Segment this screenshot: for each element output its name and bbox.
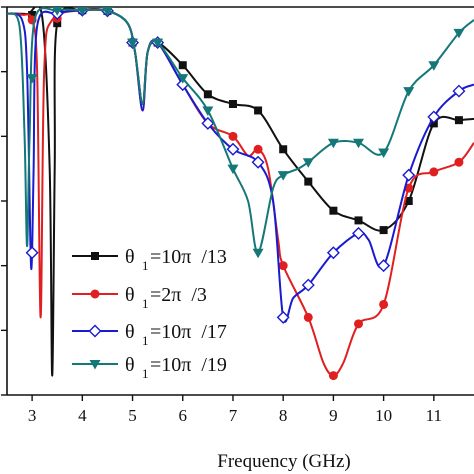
series-marker: [428, 61, 440, 71]
series-marker: [354, 216, 363, 225]
series-marker: [52, 7, 63, 16]
y-axis-ticks: [1, 6, 7, 396]
series-marker: [251, 155, 265, 169]
series-line: [7, 8, 474, 323]
legend-subscript: 1: [142, 333, 149, 348]
x-tick-label: 8: [279, 406, 288, 425]
series-marker: [276, 310, 290, 324]
legend-subscript: 1: [142, 366, 149, 381]
legend-label: =10π /19: [150, 354, 227, 376]
legend-symbol: θ: [125, 321, 135, 343]
x-tick-label: 10: [375, 406, 392, 425]
series-marker: [454, 157, 464, 167]
series-marker: [278, 261, 288, 271]
x-axis-title: Frequency (GHz): [217, 451, 350, 472]
series-marker: [304, 177, 313, 186]
x-tick-label: 7: [229, 406, 238, 425]
series-marker: [177, 74, 189, 84]
legend-symbol: θ: [125, 354, 135, 376]
legend-entry: θ 1 =10π /19: [72, 354, 227, 381]
series-marker: [329, 206, 338, 215]
series-marker: [328, 371, 338, 381]
series-marker: [452, 84, 466, 98]
legend-label: =10π /13: [150, 246, 227, 268]
series-marker: [453, 28, 465, 39]
series-marker: [303, 312, 313, 322]
legend-marker: [91, 252, 99, 260]
series-marker: [378, 148, 390, 158]
series-marker: [127, 38, 139, 49]
series-marker: [404, 197, 413, 205]
legend-entry: θ 1 =2π /3: [72, 284, 207, 311]
legend-subscript: 1: [142, 296, 149, 311]
legend-entry: θ 1 =10π /13: [72, 246, 227, 273]
x-tick-label: 6: [179, 406, 188, 425]
series-marker: [203, 90, 212, 99]
series-marker: [377, 259, 391, 273]
series-marker: [427, 110, 441, 124]
series-marker: [227, 164, 239, 175]
legend: θ 1 =10π /13θ 1 =2π /3θ 1 =10π /17θ 1 =10π /19: [72, 246, 227, 381]
plot-area: [6, 6, 474, 396]
x-tick-label: 4: [78, 406, 87, 425]
series-marker: [379, 299, 389, 309]
x-tick-label: 5: [128, 406, 137, 425]
series-marker: [152, 38, 164, 49]
x-axis-ticks: 3 4 5 6 7 8 9 10 11: [28, 395, 442, 425]
series-marker: [228, 131, 238, 141]
legend-marker: [89, 360, 101, 370]
series-marker: [25, 246, 39, 260]
series-marker: [226, 142, 240, 156]
series-marker: [202, 106, 214, 116]
legend-marker: [88, 324, 102, 338]
legend-entry: θ 1 =10π /17: [72, 321, 227, 348]
series-marker: [277, 171, 289, 181]
series-marker: [454, 116, 463, 125]
series-marker: [326, 246, 340, 260]
series-marker: [53, 19, 62, 28]
x-tick-label: 3: [28, 406, 37, 425]
series-marker: [402, 168, 416, 182]
series-marker: [403, 87, 415, 97]
series-marker: [352, 226, 365, 240]
series-marker: [379, 226, 388, 235]
series-marker: [327, 138, 339, 149]
series-marker: [353, 138, 365, 149]
series-marker: [254, 106, 263, 115]
series-layer: [7, 7, 474, 381]
series-2: [7, 7, 474, 324]
legend-symbol: θ: [125, 246, 135, 268]
x-tick-label: 11: [426, 406, 442, 425]
series-line: [7, 7, 474, 254]
series-marker: [178, 61, 187, 70]
series-3: [7, 7, 474, 259]
series-marker: [228, 100, 237, 108]
legend-subscript: 1: [142, 258, 149, 273]
series-marker: [429, 167, 439, 177]
series-marker: [252, 248, 264, 259]
legend-label: =10π /17: [150, 321, 227, 343]
legend-symbol: θ: [125, 284, 135, 306]
series-marker: [28, 10, 37, 19]
series-marker: [101, 7, 113, 17]
x-tick-label: 9: [329, 406, 338, 425]
series-marker: [26, 74, 38, 84]
legend-marker: [90, 289, 100, 299]
series-marker: [301, 278, 315, 292]
series-marker: [77, 7, 88, 16]
series-marker: [302, 158, 314, 168]
series-marker: [279, 145, 288, 154]
series-marker: [354, 319, 364, 329]
series-marker: [253, 144, 263, 154]
series-marker: [201, 116, 215, 130]
legend-label: =2π /3: [150, 284, 207, 306]
